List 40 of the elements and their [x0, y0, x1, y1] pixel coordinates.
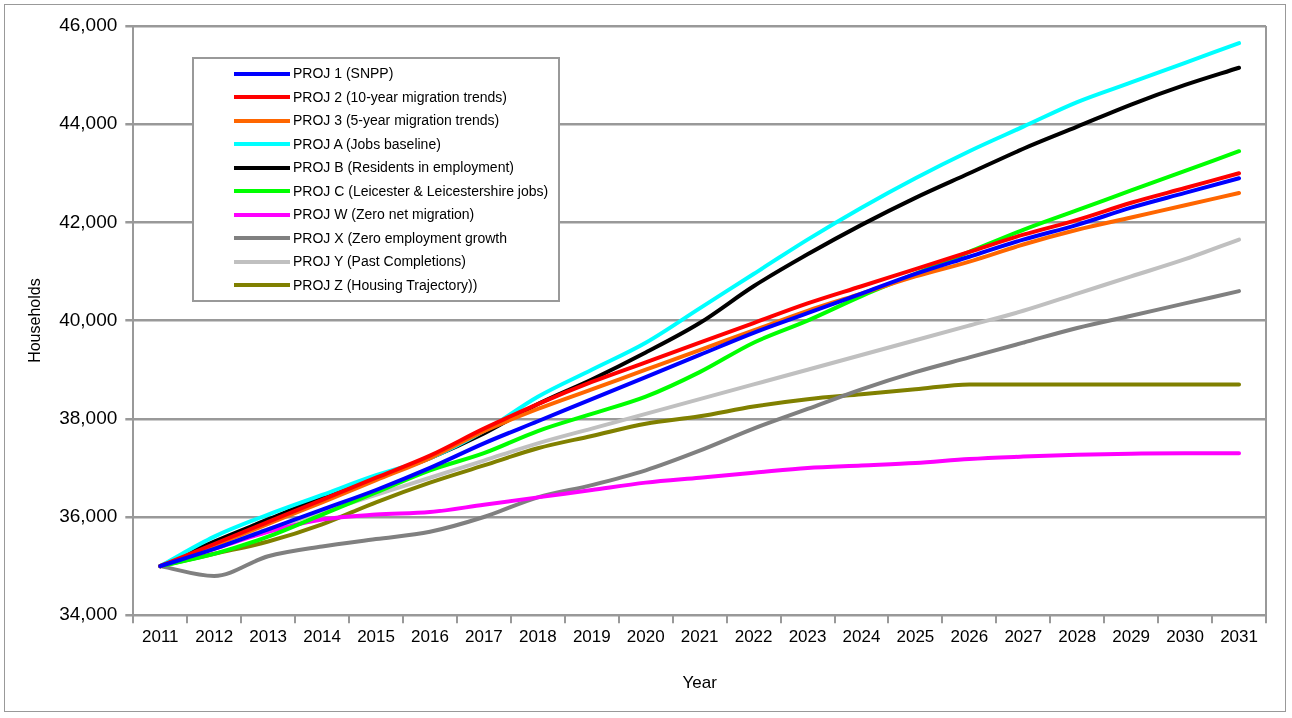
x-tick-label: 2013	[249, 627, 288, 647]
x-axis-title: Year	[682, 673, 718, 693]
x-tick-label: 2030	[1166, 627, 1205, 647]
y-tick-label: 36,000	[59, 505, 118, 527]
y-axis-title: Households	[26, 278, 44, 363]
legend-label: PROJ B (Residents in employment)	[293, 158, 514, 177]
x-tick-label: 2029	[1112, 627, 1151, 647]
x-tick-label: 2027	[1004, 627, 1043, 647]
legend-label: PROJ X (Zero employment growth	[293, 228, 507, 248]
x-tick-label: 2019	[572, 627, 611, 647]
x-tick-label: 2031	[1220, 627, 1258, 647]
y-tick-label: 42,000	[59, 210, 118, 232]
y-tick-label: 38,000	[59, 407, 118, 429]
x-tick-label: 2016	[411, 627, 449, 647]
y-tick-label: 40,000	[59, 308, 118, 330]
x-tick-label: 2025	[896, 627, 935, 647]
legend-label: PROJ 2 (10-year migration trends)	[293, 87, 507, 107]
x-tick-label: 2021	[680, 627, 719, 647]
y-tick-label: 34,000	[59, 603, 118, 625]
y-tick-label: 46,000	[59, 14, 118, 36]
legend-label: PROJ C (Leicester & Leicestershire jobs)	[293, 181, 549, 201]
x-tick-label: 2014	[303, 627, 342, 647]
x-tick-label: 2023	[788, 627, 827, 647]
x-tick-label: 2015	[357, 627, 395, 647]
x-tick-label: 2017	[464, 627, 503, 647]
legend-label: PROJ 3 (5-year migration trends)	[293, 111, 500, 130]
legend-label: PROJ Z (Housing Trajectory))	[293, 275, 478, 295]
x-tick-label: 2028	[1058, 627, 1097, 647]
legend-label: PROJ 1 (SNPP)	[293, 64, 394, 83]
x-tick-label: 2011	[142, 627, 179, 647]
legend-label: PROJ A (Jobs baseline)	[293, 134, 441, 154]
y-tick-label: 44,000	[59, 112, 118, 134]
legend-label: PROJ Y (Past Completions)	[293, 252, 466, 271]
x-tick-label: 2020	[626, 627, 665, 647]
x-tick-label: 2018	[518, 627, 557, 647]
x-tick-label: 2012	[195, 627, 234, 647]
x-tick-label: 2024	[842, 627, 881, 647]
legend-label: PROJ W (Zero net migration)	[293, 205, 475, 224]
x-tick-label: 2022	[734, 627, 773, 647]
x-tick-label: 2026	[950, 627, 989, 647]
